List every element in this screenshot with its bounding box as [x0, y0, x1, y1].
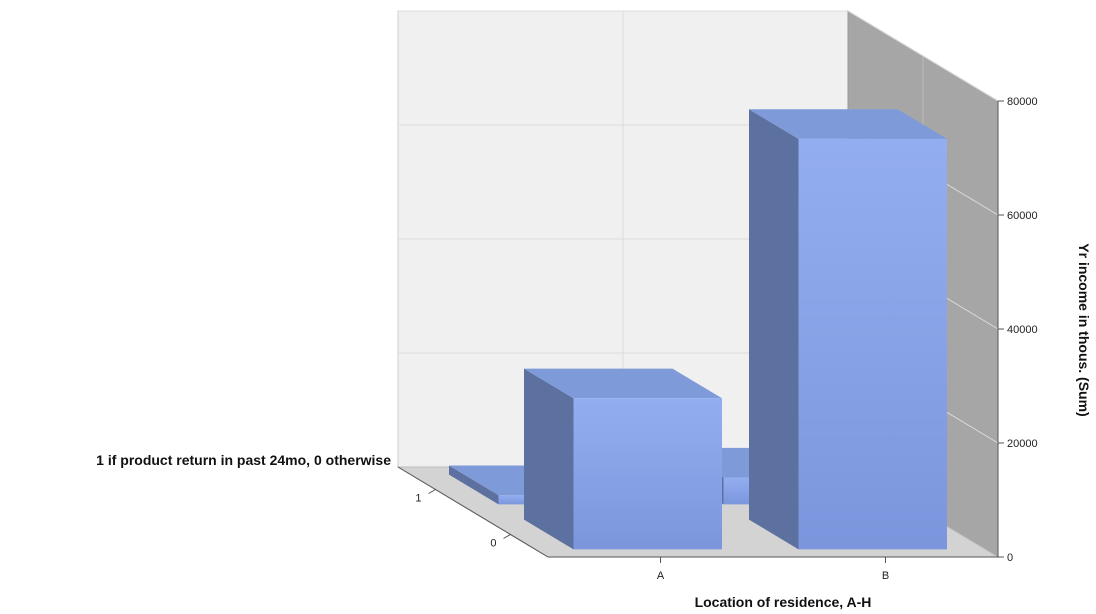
- y-tick-label: 40000: [1007, 324, 1038, 336]
- z-tick-label: 0: [490, 538, 496, 550]
- y-axis-title: Yr income in thous. (Sum): [1076, 243, 1092, 416]
- bar-front: [798, 138, 947, 550]
- y-tick-label: 80000: [1007, 96, 1038, 108]
- bar-side: [524, 368, 574, 550]
- bar-top: [524, 368, 722, 399]
- y-tick-label: 20000: [1007, 438, 1038, 450]
- bar-front: [573, 398, 722, 550]
- bar-B-0: [749, 109, 947, 550]
- chart-ticks: 0 20000 40000 60000 80000 A B 0 1: [397, 96, 1038, 582]
- z-tick: [428, 489, 436, 494]
- z-axis-title: 1 if product return in past 24mo, 0 othe…: [96, 452, 391, 468]
- z-tick: [503, 534, 511, 539]
- bar-side: [449, 465, 499, 505]
- chart-bars: [449, 109, 947, 550]
- bar-side: [749, 109, 799, 550]
- bar-top: [749, 109, 947, 139]
- bar-A-0: [524, 368, 722, 550]
- x-tick-label: A: [657, 570, 665, 582]
- z-axis-line: [397, 466, 549, 558]
- y-tick-label: 0: [1007, 552, 1013, 564]
- x-tick-label: B: [882, 570, 889, 582]
- z-tick-label: 1: [415, 493, 421, 505]
- y-gridline: [398, 10, 999, 102]
- y-tick-label: 60000: [1007, 210, 1038, 222]
- x-axis-title: Location of residence, A-H: [695, 594, 872, 610]
